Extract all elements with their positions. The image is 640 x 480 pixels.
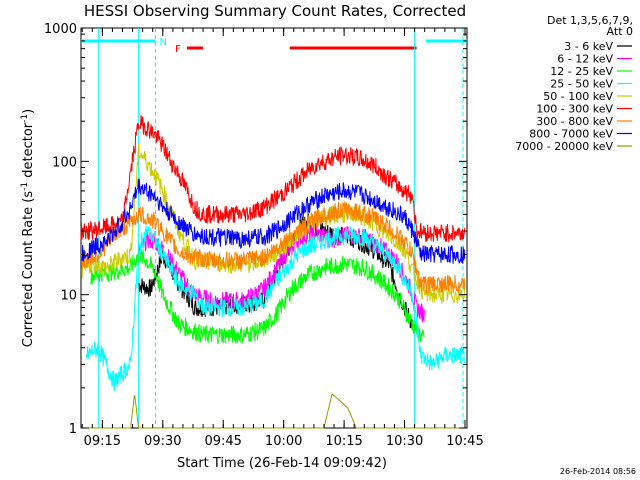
series-line-6 (81, 201, 466, 294)
chart-title: HESSI Observing Summary Count Rates, Cor… (84, 2, 466, 20)
y-axis-label-end: ) (21, 109, 36, 114)
flags-layer: NF (81, 37, 467, 55)
legend-label: 12 - 25 keV (550, 65, 613, 78)
y-tick-label: 1 (69, 422, 77, 437)
series-line-5 (80, 114, 466, 243)
y-axis-label-sup2: -1 (20, 114, 30, 123)
x-axis-label: Start Time (26-Feb-14 09:09:42) (177, 456, 387, 471)
y-axis-label-mid: detector (21, 122, 36, 182)
x-tick-label: 10:30 (386, 434, 423, 449)
x-tick-label: 09:15 (84, 434, 121, 449)
y-tick-label: 10 (60, 289, 77, 304)
x-ticks: 09:15 09:30 09:45 10:00 10:15 10:30 10:45 (81, 28, 484, 449)
series-line-3 (85, 224, 466, 392)
x-tick-label: 10:00 (265, 434, 302, 449)
legend-label: 800 - 7000 keV (529, 128, 613, 141)
y-tick-label: 100 (52, 155, 77, 170)
y-axis-label-sup1: -1 (20, 182, 30, 191)
legend-label: 300 - 800 keV (536, 115, 613, 128)
legend-label: 6 - 12 keV (557, 53, 613, 66)
legend-label: 50 - 100 keV (543, 90, 613, 103)
legend-label: 3 - 6 keV (564, 40, 613, 53)
legend-label: 25 - 50 keV (550, 78, 613, 91)
legend-header-line1: Det 1,3,5,6,7,9, (547, 14, 633, 27)
y-axis-label-main: Corrected Count Rate (s (21, 191, 36, 348)
y-tick-label: 1000 (44, 22, 77, 37)
x-tick-label: 10:45 (446, 434, 483, 449)
x-tick-label: 09:30 (144, 434, 181, 449)
legend-label: 7000 - 20000 keV (515, 140, 613, 153)
legend-label: 100 - 300 keV (536, 103, 613, 116)
series-line-7 (81, 178, 466, 264)
flag-label-n: N (160, 37, 167, 48)
x-tick-label: 10:15 (325, 434, 362, 449)
y-axis-label: Corrected Count Rate (s-1 detector-1) (20, 109, 36, 347)
y-ticks: 1 10 100 1000 (44, 22, 467, 437)
series-line-2 (89, 248, 425, 345)
x-tick-label: 09:45 (204, 434, 241, 449)
legend-header-line2: Att 0 (607, 25, 633, 38)
series-line-1 (138, 224, 425, 323)
timestamp: 26-Feb-2014 08:56 (560, 467, 636, 476)
flag-label-f: F (175, 44, 181, 55)
